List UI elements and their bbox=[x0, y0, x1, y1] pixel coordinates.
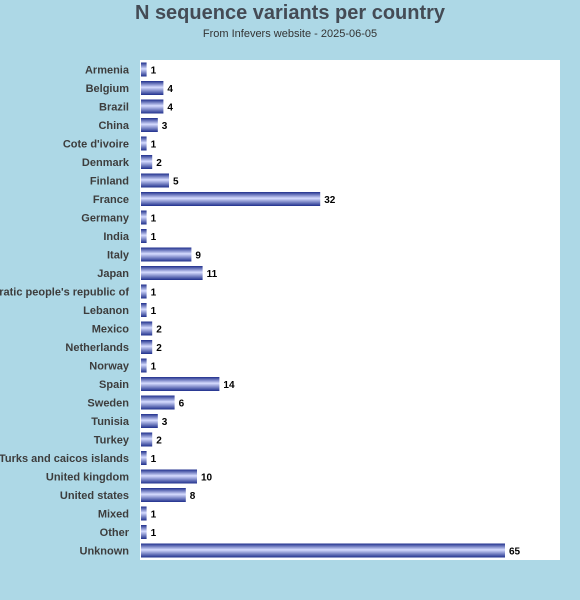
category-label: Belgium bbox=[86, 83, 130, 95]
category-label: Spain bbox=[99, 379, 129, 391]
category-label: Cote d'ivoire bbox=[63, 139, 129, 151]
bar bbox=[141, 136, 147, 151]
bar bbox=[141, 99, 164, 114]
bar bbox=[141, 155, 153, 169]
value-label: 6 bbox=[179, 399, 185, 410]
value-label: 1 bbox=[151, 140, 157, 151]
value-label: 1 bbox=[151, 66, 157, 77]
value-label: 1 bbox=[151, 232, 157, 243]
category-label: United kingdom bbox=[46, 472, 129, 484]
category-label: Armenia bbox=[85, 65, 130, 77]
category-label: Tunisia bbox=[91, 416, 130, 428]
bar bbox=[141, 247, 192, 262]
value-label: 9 bbox=[195, 251, 201, 262]
value-label: 1 bbox=[151, 510, 157, 521]
bar bbox=[141, 118, 158, 132]
value-label: 14 bbox=[223, 380, 235, 391]
value-label: 4 bbox=[167, 103, 173, 114]
value-label: 4 bbox=[167, 84, 173, 95]
category-label: Mexico bbox=[92, 324, 130, 336]
category-label: Germany bbox=[81, 213, 130, 225]
value-label: 3 bbox=[162, 121, 168, 132]
value-label: 8 bbox=[190, 491, 196, 502]
value-label: 3 bbox=[162, 417, 168, 428]
bar bbox=[141, 488, 186, 502]
bar bbox=[141, 81, 164, 95]
bar bbox=[141, 266, 203, 280]
bar bbox=[141, 321, 153, 336]
bar bbox=[141, 525, 147, 539]
category-label: Turks and caicos islands bbox=[0, 453, 129, 465]
value-label: 1 bbox=[151, 454, 157, 465]
category-label: Finland bbox=[90, 176, 129, 188]
category-label: Norway bbox=[89, 361, 130, 373]
value-label: 1 bbox=[151, 528, 157, 539]
chart-title: N sequence variants per country bbox=[134, 2, 446, 24]
value-label: 1 bbox=[151, 362, 157, 373]
value-label: 32 bbox=[324, 195, 336, 206]
category-label: Lebanon bbox=[83, 305, 129, 317]
bar bbox=[141, 543, 505, 558]
bar bbox=[141, 469, 197, 484]
bar bbox=[141, 358, 147, 373]
category-label: Italy bbox=[107, 250, 130, 262]
value-label: 1 bbox=[151, 306, 157, 317]
chart-subtitle: From Infevers website - 2025-06-05 bbox=[202, 28, 378, 40]
category-label: Other bbox=[100, 527, 130, 539]
category-label: Korea, democratic people's republic of bbox=[0, 287, 129, 299]
category-label: Netherlands bbox=[65, 342, 129, 354]
category-label: Japan bbox=[97, 268, 129, 280]
bar bbox=[141, 432, 153, 447]
value-label: 2 bbox=[156, 436, 162, 447]
value-label: 2 bbox=[156, 325, 162, 336]
category-label: France bbox=[93, 194, 129, 206]
bar bbox=[141, 62, 147, 77]
plot-area bbox=[140, 60, 560, 560]
bar bbox=[141, 192, 321, 206]
bar bbox=[141, 414, 158, 428]
bar bbox=[141, 303, 147, 317]
category-label: Sweden bbox=[87, 398, 129, 410]
bars bbox=[141, 62, 505, 558]
bar bbox=[141, 451, 147, 465]
bar bbox=[141, 210, 147, 225]
value-label: 65 bbox=[509, 547, 521, 558]
bar bbox=[141, 377, 220, 391]
value-label: 11 bbox=[207, 269, 218, 280]
category-label: Unknown bbox=[80, 546, 130, 558]
value-label: 10 bbox=[201, 473, 213, 484]
value-label: 1 bbox=[151, 288, 157, 299]
bar bbox=[141, 340, 153, 354]
category-labels: Armenia Belgium Brazil China Cote d'ivoire De… bbox=[0, 65, 130, 558]
category-label: Brazil bbox=[99, 102, 129, 114]
bar bbox=[141, 284, 147, 299]
category-label: Denmark bbox=[82, 157, 130, 169]
bar bbox=[141, 395, 175, 410]
category-label: China bbox=[98, 120, 129, 132]
category-label: United states bbox=[60, 490, 129, 502]
bar bbox=[141, 229, 147, 243]
bar bbox=[141, 506, 147, 521]
category-label: Mixed bbox=[98, 509, 129, 521]
value-label: 2 bbox=[156, 158, 162, 169]
value-label: 1 bbox=[151, 214, 157, 225]
value-label: 5 bbox=[173, 177, 179, 188]
category-label: Turkey bbox=[94, 435, 130, 447]
category-label: India bbox=[103, 231, 130, 243]
bar bbox=[141, 173, 169, 188]
value-label: 2 bbox=[156, 343, 162, 354]
